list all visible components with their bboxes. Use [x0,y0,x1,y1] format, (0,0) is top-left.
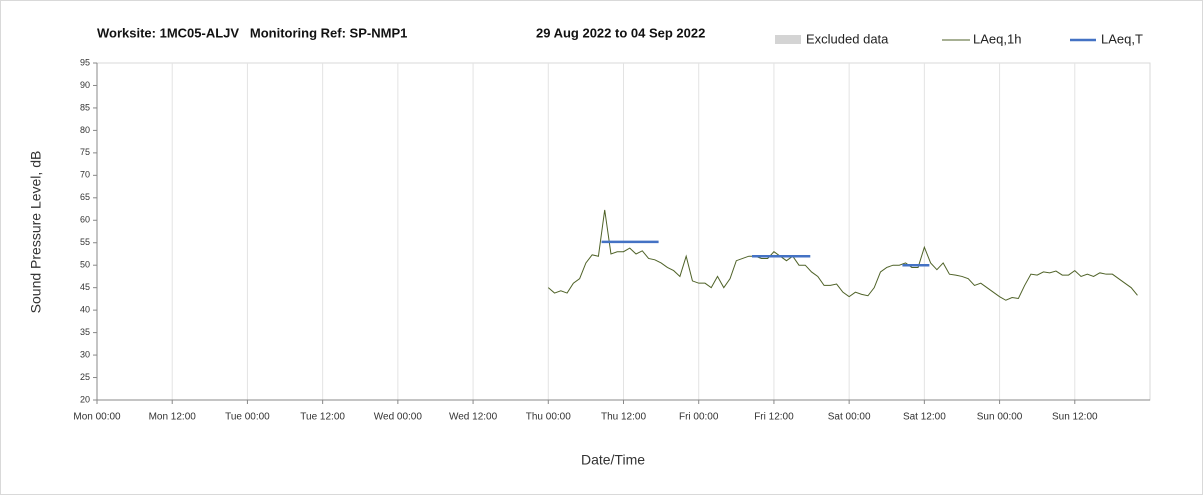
x-tick-label: Fri 00:00 [679,412,719,423]
x-tick-label: Wed 12:00 [449,412,498,423]
legend-label: Excluded data [806,31,889,46]
x-axis-label: Date/Time [581,452,645,468]
y-tick-label: 20 [80,394,90,404]
x-tick-label: Thu 00:00 [526,412,571,423]
x-tick-label: Thu 12:00 [601,412,646,423]
y-tick-label: 80 [80,125,90,135]
y-tick-label: 95 [80,57,90,67]
x-tick-label: Sun 12:00 [1052,412,1098,423]
x-tick-label: Sat 00:00 [828,412,871,423]
y-tick-label: 40 [80,305,90,315]
y-tick-label: 60 [80,215,90,225]
x-tick-label: Mon 12:00 [149,412,197,423]
x-tick-label: Tue 12:00 [300,412,345,423]
y-tick-label: 55 [80,237,90,247]
legend-swatch [775,35,801,44]
chart-title: Worksite: 1MC05-ALJV Monitoring Ref: SP-… [97,25,407,40]
y-tick-label: 90 [80,80,90,90]
y-tick-label: 65 [80,192,90,202]
y-tick-label: 70 [80,170,90,180]
legend-label: LAeq,T [1101,31,1143,46]
x-tick-label: Sun 00:00 [977,412,1023,423]
line [547,209,1138,301]
y-tick-label: 75 [80,147,90,157]
x-tick-label: Wed 00:00 [374,412,423,423]
legend-label: LAeq,1h [973,31,1021,46]
y-tick-label: 85 [80,102,90,112]
x-tick-label: Mon 00:00 [73,412,121,423]
y-tick-label: 25 [80,372,90,382]
x-tick-label: Fri 12:00 [754,412,794,423]
x-tick-label: Sat 12:00 [903,412,946,423]
y-tick-label: 35 [80,327,90,337]
chart-subtitle: 29 Aug 2022 to 04 Sep 2022 [536,25,705,40]
y-axis-label: Sound Pressure Level, dB [28,151,44,314]
y-tick-label: 50 [80,260,90,270]
x-tick-label: Tue 00:00 [225,412,270,423]
y-tick-label: 45 [80,282,90,292]
y-tick-label: 30 [80,349,90,359]
